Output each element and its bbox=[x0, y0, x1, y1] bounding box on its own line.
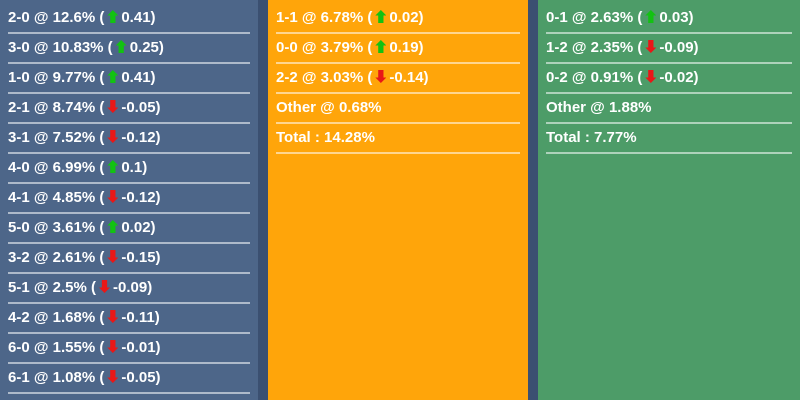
score-text: 6-1 @ 1.08% ( bbox=[8, 369, 105, 386]
change-text: -0.05) bbox=[121, 99, 161, 116]
score-row: 2-0 @ 12.6% ( 0.41) bbox=[8, 4, 250, 34]
score-text: Other @ 0.68% bbox=[276, 99, 382, 116]
score-row: 3-0 @ 10.83% ( 0.25) bbox=[8, 34, 250, 64]
change-text: -0.02) bbox=[659, 69, 699, 86]
score-row: 5-0 @ 3.61% ( 0.02) bbox=[8, 214, 250, 244]
score-row: 1-1 @ 6.78% ( 0.02) bbox=[276, 4, 520, 34]
down-arrow-icon bbox=[107, 190, 119, 203]
score-text: 2-2 @ 3.03% ( bbox=[276, 69, 373, 86]
change-text: -0.01) bbox=[121, 339, 161, 356]
down-arrow-icon bbox=[107, 370, 119, 383]
down-arrow-icon bbox=[107, 340, 119, 353]
change-text: 0.41) bbox=[121, 69, 156, 86]
up-arrow-icon bbox=[645, 10, 657, 23]
down-arrow-icon bbox=[107, 100, 119, 113]
score-text: 5-0 @ 3.61% ( bbox=[8, 219, 105, 236]
up-arrow-icon bbox=[107, 220, 119, 233]
score-text: 5-1 @ 2.5% ( bbox=[8, 279, 96, 296]
score-row: 4-2 @ 1.68% ( -0.11) bbox=[8, 304, 250, 334]
change-text: -0.09) bbox=[659, 39, 699, 56]
score-row: Other @ 0.68% bbox=[276, 94, 520, 124]
change-text: 0.19) bbox=[389, 39, 424, 56]
score-text: 0-0 @ 3.79% ( bbox=[276, 39, 373, 56]
score-text: 1-0 @ 9.77% ( bbox=[8, 69, 105, 86]
score-text: 2-1 @ 8.74% ( bbox=[8, 99, 105, 116]
change-text: 0.03) bbox=[659, 9, 694, 26]
score-text: 0-1 @ 2.63% ( bbox=[546, 9, 643, 26]
down-arrow-icon bbox=[107, 130, 119, 143]
change-text: 0.25) bbox=[129, 39, 164, 56]
change-text: 0.02) bbox=[121, 219, 156, 236]
score-row: 1-2 @ 2.35% ( -0.09) bbox=[546, 34, 792, 64]
score-text: 3-2 @ 2.61% ( bbox=[8, 249, 105, 266]
change-text: 0.1) bbox=[121, 159, 148, 176]
score-text: Total : 14.28% bbox=[276, 129, 375, 146]
change-text: -0.11) bbox=[121, 309, 160, 326]
score-text: 6-0 @ 1.55% ( bbox=[8, 339, 105, 356]
up-arrow-icon bbox=[107, 70, 119, 83]
score-text: 4-1 @ 4.85% ( bbox=[8, 189, 105, 206]
score-text: 1-1 @ 6.78% ( bbox=[276, 9, 373, 26]
score-row: 2-2 @ 3.03% ( -0.14) bbox=[276, 64, 520, 94]
away-score-rows: 0-1 @ 2.63% ( 0.03) 1-2 @ 2.35% ( -0.09) 0-2… bbox=[546, 4, 792, 154]
up-arrow-icon bbox=[107, 10, 119, 23]
score-row: 0-2 @ 0.91% ( -0.02) bbox=[546, 64, 792, 94]
score-row: 5-1 @ 2.5% ( -0.09) bbox=[8, 274, 250, 304]
score-text: 3-1 @ 7.52% ( bbox=[8, 129, 105, 146]
score-text: 0-2 @ 0.91% ( bbox=[546, 69, 643, 86]
score-text: 4-0 @ 6.99% ( bbox=[8, 159, 105, 176]
change-text: 0.02) bbox=[389, 9, 424, 26]
score-text: 2-0 @ 12.6% ( bbox=[8, 9, 105, 26]
score-text: Total : 7.77% bbox=[546, 129, 637, 146]
change-text: -0.09) bbox=[113, 279, 153, 296]
change-text: -0.12) bbox=[121, 129, 161, 146]
score-row: 0-0 @ 3.79% ( 0.19) bbox=[276, 34, 520, 64]
score-row: Total : 14.28% bbox=[276, 124, 520, 154]
draw-scores-column: 1-1 @ 6.78% ( 0.02) 0-0 @ 3.79% ( 0.19) 2-2 … bbox=[268, 0, 528, 400]
draw-score-rows: 1-1 @ 6.78% ( 0.02) 0-0 @ 3.79% ( 0.19) 2-2 … bbox=[276, 4, 520, 154]
change-text: -0.12) bbox=[121, 189, 161, 206]
score-row: 2-1 @ 8.74% ( -0.05) bbox=[8, 94, 250, 124]
score-text: 3-0 @ 10.83% ( bbox=[8, 39, 113, 56]
away-scores-column: 0-1 @ 2.63% ( 0.03) 1-2 @ 2.35% ( -0.09) 0-2… bbox=[538, 0, 800, 400]
score-text: 4-2 @ 1.68% ( bbox=[8, 309, 105, 326]
change-text: 0.41) bbox=[121, 9, 156, 26]
score-row: 4-1 @ 4.85% ( -0.12) bbox=[8, 184, 250, 214]
down-arrow-icon bbox=[645, 40, 657, 53]
score-row: 3-1 @ 7.52% ( -0.12) bbox=[8, 124, 250, 154]
down-arrow-icon bbox=[645, 70, 657, 83]
down-arrow-icon bbox=[375, 70, 387, 83]
score-row: 4-0 @ 6.99% ( 0.1) bbox=[8, 154, 250, 184]
score-row: 0-1 @ 2.63% ( 0.03) bbox=[546, 4, 792, 34]
score-row: 3-2 @ 2.61% ( -0.15) bbox=[8, 244, 250, 274]
home-score-rows: 2-0 @ 12.6% ( 0.41) 3-0 @ 10.83% ( 0.25) 1-0… bbox=[8, 4, 250, 394]
change-text: -0.05) bbox=[121, 369, 161, 386]
up-arrow-icon bbox=[107, 160, 119, 173]
score-row: 6-1 @ 1.08% ( -0.05) bbox=[8, 364, 250, 394]
down-arrow-icon bbox=[107, 310, 119, 323]
score-text: 1-2 @ 2.35% ( bbox=[546, 39, 643, 56]
score-row: 6-0 @ 1.55% ( -0.01) bbox=[8, 334, 250, 364]
home-scores-column: 2-0 @ 12.6% ( 0.41) 3-0 @ 10.83% ( 0.25) 1-0… bbox=[0, 0, 258, 400]
up-arrow-icon bbox=[375, 40, 387, 53]
up-arrow-icon bbox=[375, 10, 387, 23]
change-text: -0.14) bbox=[389, 69, 429, 86]
up-arrow-icon bbox=[115, 40, 127, 53]
score-row: Other @ 1.88% bbox=[546, 94, 792, 124]
score-row: 1-0 @ 9.77% ( 0.41) bbox=[8, 64, 250, 94]
down-arrow-icon bbox=[107, 250, 119, 263]
score-text: Other @ 1.88% bbox=[546, 99, 652, 116]
down-arrow-icon bbox=[99, 280, 110, 293]
change-text: -0.15) bbox=[121, 249, 161, 266]
score-row: Total : 7.77% bbox=[546, 124, 792, 154]
